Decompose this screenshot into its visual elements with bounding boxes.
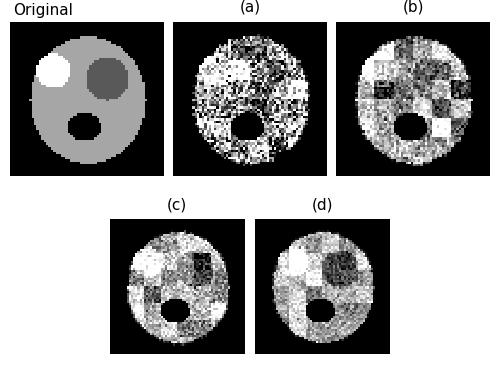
Text: (b): (b) (402, 0, 424, 15)
Text: (d): (d) (312, 197, 334, 212)
Text: (a): (a) (240, 0, 260, 15)
Text: Original: Original (13, 3, 73, 18)
Text: (c): (c) (167, 197, 188, 212)
